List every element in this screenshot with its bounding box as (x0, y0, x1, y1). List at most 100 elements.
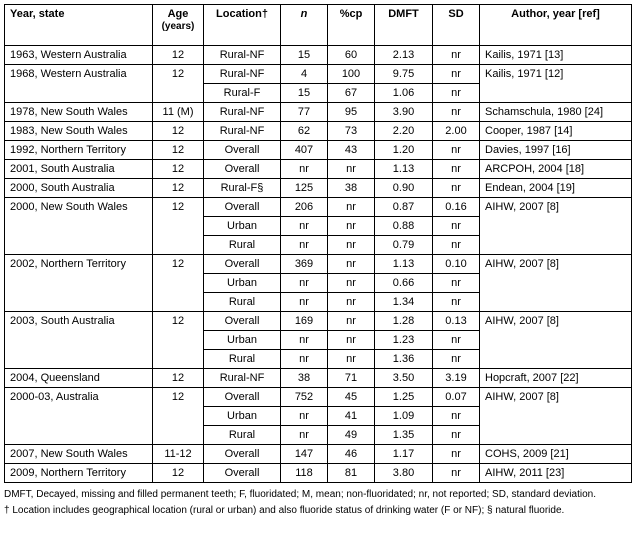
sd-cell: nr (432, 292, 480, 312)
header-cp: %cp (327, 4, 375, 46)
author-cell: Endean, 2004 [19] (479, 178, 632, 198)
author-cell: Kailis, 1971 [13] (479, 45, 632, 65)
author-cell: AIHW, 2007 [8] (479, 254, 632, 312)
n-cell: 125 (280, 178, 328, 198)
footnote-location: † Location includes geographical locatio… (4, 505, 565, 516)
header-dmft: DMFT (374, 4, 433, 46)
header-location: Location† (203, 4, 281, 46)
header-n: n (280, 4, 328, 46)
dmft-cell: 0.90 (374, 178, 433, 198)
cp-cell: nr (327, 254, 375, 274)
n-cell: 369 (280, 254, 328, 274)
table-row: 1992, Northern Territory 12 Overall 407 43 1.… (4, 140, 632, 160)
location-cell: Rural-F§ (203, 178, 281, 198)
n-cell: 752 (280, 387, 328, 407)
age-cell: 12 (152, 254, 204, 312)
age-cell: 12 (152, 45, 204, 65)
table-row: 2003, South Australia 12 Overall 169 nr 1.28 0… (4, 311, 632, 369)
cp-cell: 81 (327, 463, 375, 483)
age-cell: 12 (152, 387, 204, 445)
location-cell: Rural-NF (203, 45, 281, 65)
age-cell: 12 (152, 140, 204, 160)
dmft-cell: 2.13 (374, 45, 433, 65)
sd-cell: nr (432, 216, 480, 236)
location-cell: Rural-F (203, 83, 281, 103)
age-cell: 12 (152, 121, 204, 141)
location-cell: Overall (203, 311, 281, 331)
header-age: Age (years) (152, 4, 204, 46)
table-row: 1968, Western Australia 12 Rural-NF 4 100 9.7… (4, 64, 632, 103)
cp-cell: nr (327, 311, 375, 331)
dmft-cell: 0.66 (374, 273, 433, 293)
location-cell: Rural-NF (203, 64, 281, 84)
dmft-cell: 1.28 (374, 311, 433, 331)
sd-cell: nr (432, 406, 480, 426)
sd-cell: nr (432, 444, 480, 464)
sd-cell: 2.00 (432, 121, 480, 141)
age-cell: 12 (152, 368, 204, 388)
n-cell: 147 (280, 444, 328, 464)
author-cell: Cooper, 1987 [14] (479, 121, 632, 141)
dmft-cell: 3.80 (374, 463, 433, 483)
author-cell: ARCPOH, 2004 [18] (479, 159, 632, 179)
n-cell: nr (280, 425, 328, 445)
table-row: Rural nr 49 1.35 nr (5, 425, 632, 445)
author-cell: AIHW, 2011 [23] (479, 463, 632, 483)
sd-cell: nr (432, 330, 480, 350)
location-cell: Overall (203, 159, 281, 179)
table-body: 1963, Western Australia 12 Rural-NF 15 60 2.1… (4, 45, 632, 483)
n-cell: 206 (280, 197, 328, 217)
author-cell: Kailis, 1971 [12] (479, 64, 632, 103)
location-cell: Rural (203, 425, 281, 445)
location-cell: Rural-NF (203, 102, 281, 122)
year-state-cell: 2007, New South Wales (4, 444, 153, 464)
cp-cell: nr (327, 235, 375, 255)
table-row: Rural-F 15 67 1.06 nr (5, 83, 632, 103)
table-row: 2007, New South Wales 11-12 Overall 147 46 1.… (4, 444, 632, 464)
n-cell: nr (280, 292, 328, 312)
cp-cell: 45 (327, 387, 375, 407)
age-cell: 11 (M) (152, 102, 204, 122)
year-state-cell: 2009, Northern Territory (4, 463, 153, 483)
age-cell: 12 (152, 159, 204, 179)
dmft-cell: 1.25 (374, 387, 433, 407)
sd-cell: nr (432, 178, 480, 198)
n-cell: 4 (280, 64, 328, 84)
year-state-cell: 1983, New South Wales (4, 121, 153, 141)
location-cell: Overall (203, 254, 281, 274)
dmft-cell: 1.20 (374, 140, 433, 160)
table-row: 2000, New South Wales 12 Overall 206 nr 0.87 0… (4, 197, 632, 255)
year-state-cell: 1968, Western Australia (4, 64, 153, 103)
n-cell: nr (280, 235, 328, 255)
dmft-table-container: Year, state Age (years) Location† n %cp D… (4, 4, 632, 483)
n-cell: 77 (280, 102, 328, 122)
year-state-cell: 2002, Northern Territory (4, 254, 153, 312)
sd-cell: nr (432, 64, 480, 84)
dmft-cell: 3.90 (374, 102, 433, 122)
header-age-unit: (years) (161, 21, 195, 32)
location-cell: Overall (203, 197, 281, 217)
table-row: 2000, South Australia 12 Rural-F§ 125 38 0.90… (4, 178, 632, 198)
cp-cell: 60 (327, 45, 375, 65)
n-cell: nr (280, 406, 328, 426)
age-cell: 12 (152, 178, 204, 198)
cp-cell: nr (327, 216, 375, 236)
n-cell: 118 (280, 463, 328, 483)
n-cell: nr (280, 330, 328, 350)
age-cell: 12 (152, 463, 204, 483)
sd-cell: 3.19 (432, 368, 480, 388)
year-state-cell: 2000, South Australia (4, 178, 153, 198)
n-cell: nr (280, 216, 328, 236)
age-cell: 12 (152, 311, 204, 369)
location-cell: Overall (203, 444, 281, 464)
dmft-cell: 1.09 (374, 406, 433, 426)
header-age-label: Age (167, 8, 189, 20)
sd-cell: nr (432, 235, 480, 255)
n-cell: 62 (280, 121, 328, 141)
sd-cell: 0.13 (432, 311, 480, 331)
sd-cell: 0.16 (432, 197, 480, 217)
location-cell: Urban (203, 406, 281, 426)
year-state-cell: 2001, South Australia (4, 159, 153, 179)
table-row: Urban nr nr 1.23 nr (5, 330, 632, 350)
cp-cell: 49 (327, 425, 375, 445)
